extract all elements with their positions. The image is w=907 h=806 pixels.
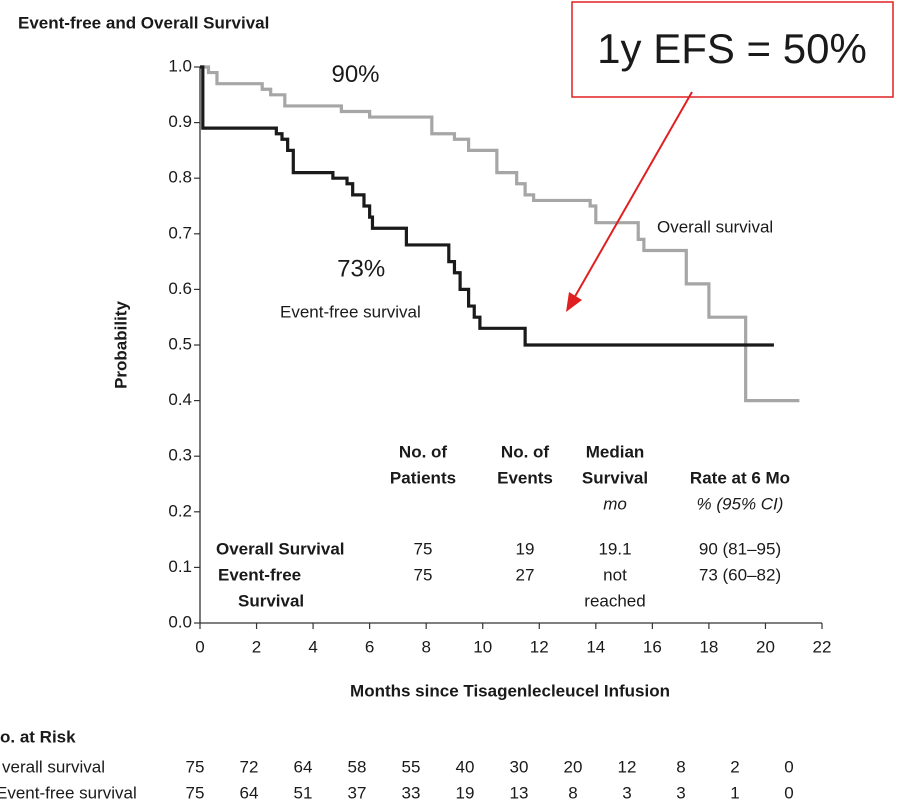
table-cell: 75	[414, 539, 433, 558]
at-risk-count: 19	[456, 783, 475, 802]
table-header: Rate at 6 Mo	[690, 468, 790, 487]
y-tick-label: 0.2	[168, 501, 192, 520]
y-tick-label: 0.6	[168, 279, 192, 298]
y-tick-label: 1.0	[168, 56, 192, 75]
series-label: Event-free survival	[280, 302, 421, 321]
at-risk-count: 64	[240, 783, 259, 802]
row-label: Overall Survival	[216, 539, 345, 558]
row-label: Survival	[238, 591, 304, 610]
x-tick-label: 2	[252, 637, 261, 656]
table-cell: reached	[584, 591, 645, 610]
x-tick-label: 8	[421, 637, 430, 656]
at-risk-count: 0	[784, 783, 793, 802]
x-tick-label: 16	[643, 637, 662, 656]
at-risk-count: 3	[676, 783, 685, 802]
callout-box	[571, 1, 894, 98]
at-risk-count: 40	[456, 757, 475, 776]
x-tick-label: 6	[365, 637, 374, 656]
table-cell: 90 (81–95)	[699, 539, 781, 558]
at-risk-count: 12	[618, 757, 637, 776]
table-cell: 19	[516, 539, 535, 558]
table-header: No. of	[501, 442, 549, 461]
table-header: No. of	[399, 442, 447, 461]
y-tick-label: 0.8	[168, 168, 192, 187]
x-tick-label: 4	[308, 637, 317, 656]
annotation: 73%	[337, 256, 385, 283]
at-risk-count: 33	[402, 783, 421, 802]
table-header: Events	[497, 468, 553, 487]
at-risk-count: 13	[510, 783, 529, 802]
table-cell: 75	[414, 565, 433, 584]
at-risk-count: 1	[730, 783, 739, 802]
table-cell: 73 (60–82)	[699, 565, 781, 584]
table-header: Median	[586, 442, 645, 461]
at-risk-count: 0	[784, 757, 793, 776]
at-risk-count: 20	[564, 757, 583, 776]
table-header: Survival	[582, 468, 648, 487]
y-tick-label: 0.0	[168, 612, 192, 631]
at-risk-title: o. at Risk	[0, 727, 76, 746]
at-risk-count: 37	[348, 783, 367, 802]
y-tick-label: 0.1	[168, 557, 192, 576]
at-risk-count: 3	[622, 783, 631, 802]
at-risk-count: 75	[186, 783, 205, 802]
series-label: Overall survival	[657, 217, 773, 236]
annotation: 90%	[331, 61, 379, 88]
row-label: Event-free	[218, 565, 301, 584]
at-risk-count: 72	[240, 757, 259, 776]
x-tick-label: 0	[195, 637, 204, 656]
survival-curve	[200, 65, 800, 403]
at-risk-count: 75	[186, 757, 205, 776]
survival-curve	[200, 65, 774, 347]
table-header: mo	[603, 494, 627, 513]
x-tick-label: 10	[473, 637, 492, 656]
at-risk-label: verall survival	[2, 757, 105, 776]
at-risk-count: 8	[676, 757, 685, 776]
y-tick-label: 0.4	[168, 390, 192, 409]
at-risk-count: 55	[402, 757, 421, 776]
at-risk-label: Event-free survival	[0, 783, 137, 802]
at-risk-count: 64	[294, 757, 313, 776]
table-cell: not	[603, 565, 627, 584]
at-risk-count: 58	[348, 757, 367, 776]
x-axis-label: Months since Tisagenlecleucel Infusion	[350, 681, 670, 700]
x-tick-label: 12	[530, 637, 549, 656]
x-tick-label: 18	[699, 637, 718, 656]
y-axis-label: Probability	[111, 301, 130, 389]
y-tick-label: 0.5	[168, 334, 192, 353]
at-risk-count: 30	[510, 757, 529, 776]
x-tick-label: 20	[756, 637, 775, 656]
table-header: Patients	[390, 468, 456, 487]
table-cell: 27	[516, 565, 535, 584]
table-header: % (95% CI)	[697, 494, 784, 513]
arrow-head	[566, 292, 582, 312]
table-cell: 19.1	[598, 539, 631, 558]
at-risk-count: 8	[568, 783, 577, 802]
y-tick-label: 0.7	[168, 223, 192, 242]
x-tick-label: 14	[586, 637, 605, 656]
at-risk-count: 51	[294, 783, 313, 802]
callout-arrow	[572, 91, 693, 301]
at-risk-count: 2	[730, 757, 739, 776]
chart-title: Event-free and Overall Survival	[18, 13, 269, 32]
callout-text: 1y EFS = 50%	[597, 25, 867, 72]
x-tick-label: 22	[813, 637, 832, 656]
label-bg	[276, 300, 466, 324]
y-tick-label: 0.9	[168, 112, 192, 131]
y-tick-label: 0.3	[168, 446, 192, 465]
